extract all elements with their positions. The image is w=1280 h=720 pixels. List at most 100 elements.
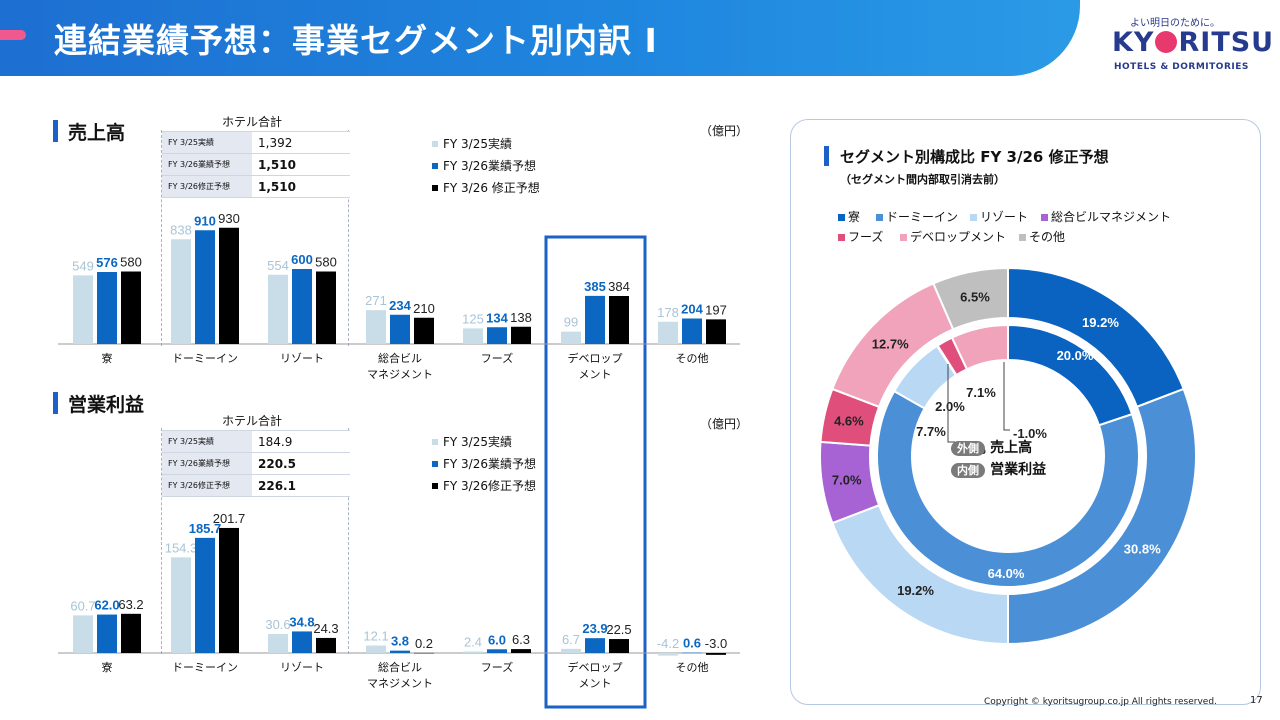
sales-bar xyxy=(706,319,726,344)
sales-bar xyxy=(682,318,702,344)
logo-tagline: よい明日のために。 xyxy=(1130,18,1220,29)
inner-ring-label: 20.0% xyxy=(1057,348,1094,363)
profit-bar xyxy=(390,650,410,653)
sales-bar xyxy=(268,274,288,344)
legend-label: リゾート xyxy=(980,210,1029,224)
sales-data-label: 210 xyxy=(413,301,435,316)
profit-data-label: -3.0 xyxy=(705,636,727,651)
table-row: FY 3/26修正予想 226.1 xyxy=(162,474,350,497)
legend-swatch xyxy=(876,214,883,221)
inner-ring-label: 7.7% xyxy=(916,424,946,439)
outer-ring-label: 12.7% xyxy=(872,336,909,351)
legend-label: FY 3/26業績予想 xyxy=(443,457,536,471)
profit-unit: （億円） xyxy=(700,417,749,431)
sales-bar xyxy=(121,271,141,344)
sales-category-label: フーズ xyxy=(481,351,513,365)
sales-data-label: 134 xyxy=(486,310,508,325)
sales-hotel-divider-left xyxy=(161,130,162,346)
profit-data-label: 34.8 xyxy=(289,614,314,629)
profit-bar xyxy=(219,527,239,653)
bar-charts: 549 838 554 271 125 99 178 576 910 600 234 134 385 20… xyxy=(58,211,740,709)
logo-name-left: KY xyxy=(1112,27,1155,58)
pie-legend-item: 総合ビルマネジメント xyxy=(1041,208,1171,225)
inner-ring-slice xyxy=(876,389,1140,588)
profit-bar xyxy=(414,652,434,654)
profit-data-label: 63.2 xyxy=(118,597,143,612)
sales-data-label: 197 xyxy=(705,302,727,317)
inner-ring-label: 7.1% xyxy=(966,385,996,400)
table-cell-label: FY 3/26業績予想 xyxy=(162,153,252,176)
sales-category-label: 寮 xyxy=(102,351,113,365)
legend-label: デベロップメント xyxy=(910,230,1007,244)
profit-data-label: 22.5 xyxy=(606,622,631,637)
sales-data-label: 271 xyxy=(365,293,387,308)
profit-data-label: 60.7 xyxy=(70,598,95,613)
pie-legend-item: ドーミーイン xyxy=(876,208,958,225)
outer-ring-label: 7.0% xyxy=(832,472,862,487)
profit-table-title: ホテル合計 xyxy=(222,414,283,428)
profit-bar xyxy=(73,615,93,653)
pie-subtitle: （セグメント間内部取引消去前） xyxy=(840,173,1005,186)
sales-data-label: 600 xyxy=(291,252,313,267)
profit-hotel-divider-left xyxy=(161,428,162,654)
outer-ring-label: 6.5% xyxy=(960,289,990,304)
inner-ring-slice xyxy=(950,323,1009,371)
sales-bar xyxy=(97,272,117,344)
sales-data-label: 910 xyxy=(194,213,216,228)
sales-bar xyxy=(366,310,386,344)
profit-bar xyxy=(658,653,678,656)
profit-category-label: マネジメント xyxy=(367,677,433,690)
sales-heading: 売上高 xyxy=(68,122,126,144)
sales-data-label: 125 xyxy=(462,311,484,326)
legend-swatch xyxy=(432,461,438,467)
profit-heading: 営業利益 xyxy=(68,394,145,416)
legend-label: FY 3/25実績 xyxy=(443,435,512,449)
inner-ring-label: -1.0% xyxy=(1013,426,1047,441)
profit-data-label: 12.1 xyxy=(363,628,388,643)
page-number: 17 xyxy=(1250,695,1263,706)
pie-title: セグメント別構成比 FY 3/26 修正予想 xyxy=(840,148,1109,166)
profit-bar xyxy=(366,645,386,653)
profit-data-label: 6.7 xyxy=(562,632,580,647)
sales-data-label: 549 xyxy=(72,258,94,273)
profit-data-label: 30.6 xyxy=(265,617,290,632)
table-row: FY 3/26業績予想 1,510 xyxy=(162,153,350,176)
legend-label: その他 xyxy=(1029,230,1066,244)
sales-category-label: その他 xyxy=(676,352,709,365)
table-cell-value: 226.1 xyxy=(252,474,350,497)
table-cell-value: 1,392 xyxy=(252,131,350,154)
sales-bar xyxy=(561,331,581,344)
pie-legend-item: リゾート xyxy=(970,208,1028,225)
outer-ring-label: 19.2% xyxy=(897,583,934,598)
profit-bar xyxy=(97,614,117,653)
profit-bar xyxy=(171,557,191,653)
development-highlight-box xyxy=(544,235,647,709)
legend-label: ドーミーイン xyxy=(886,210,959,224)
profit-category-label: メント xyxy=(579,678,612,690)
inner-pill: 内側 xyxy=(951,463,985,478)
pie-heading-bar xyxy=(824,146,829,166)
profit-data-label: -4.2 xyxy=(657,636,679,651)
sales-heading-bar xyxy=(53,120,58,142)
sales-bar xyxy=(414,317,434,344)
profit-data-label: 154.3 xyxy=(165,540,198,555)
sales-legend-item: FY 3/26業績予想 xyxy=(432,157,536,174)
legend-swatch xyxy=(432,483,438,489)
sales-data-label: 385 xyxy=(584,279,606,294)
profit-bar xyxy=(463,651,483,653)
profit-hotel-divider-right xyxy=(348,428,349,654)
sales-bar xyxy=(73,275,93,344)
sales-table-title: ホテル合計 xyxy=(222,115,283,129)
outer-pill: 外側 xyxy=(951,441,985,456)
outer-ring-slice xyxy=(932,266,1009,331)
logo-subtitle: HOTELS & DORMITORIES xyxy=(1114,62,1249,72)
legend-swatch xyxy=(838,234,845,241)
inner-ring-label: 2.0% xyxy=(935,399,965,414)
profit-legend-item: FY 3/26修正予想 xyxy=(432,477,536,494)
sales-category-label: デベロップ xyxy=(568,351,623,365)
outer-ring-key: 外側 売上高 xyxy=(951,437,1032,457)
legend-label: 寮 xyxy=(848,210,861,224)
sales-data-label: 204 xyxy=(681,302,703,317)
profit-data-label: 23.9 xyxy=(582,621,607,636)
leader-line xyxy=(1003,362,1010,431)
